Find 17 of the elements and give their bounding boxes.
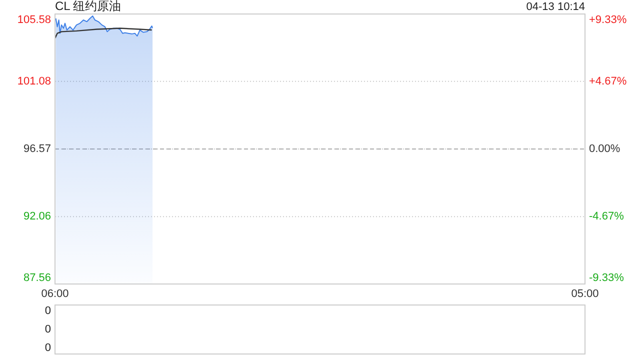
y-tick-label: 96.57 xyxy=(23,142,51,155)
x-tick-label: 05:00 xyxy=(571,288,599,300)
text: 0 xyxy=(44,342,51,354)
y2-tick-label: +4.67% xyxy=(589,75,627,88)
y-tick-label: 105.58 xyxy=(17,14,51,26)
x-tick-label: 06:00 xyxy=(41,288,69,300)
y2-tick-label: -9.33% xyxy=(589,272,624,284)
y-tick-label: 101.08 xyxy=(17,75,51,88)
y2-tick-label: +9.33% xyxy=(589,14,627,26)
text: 0 xyxy=(44,323,51,336)
y-tick-label: 87.56 xyxy=(23,272,51,284)
y2-tick-label: -4.67% xyxy=(589,210,624,222)
y2-tick-label: 0.00% xyxy=(589,142,620,155)
text: 04-13 10:14 xyxy=(526,0,585,13)
y-tick-label: 92.06 xyxy=(23,210,51,222)
chart-title: CL 纽约原油 xyxy=(55,0,122,14)
text: 0 xyxy=(44,304,51,317)
